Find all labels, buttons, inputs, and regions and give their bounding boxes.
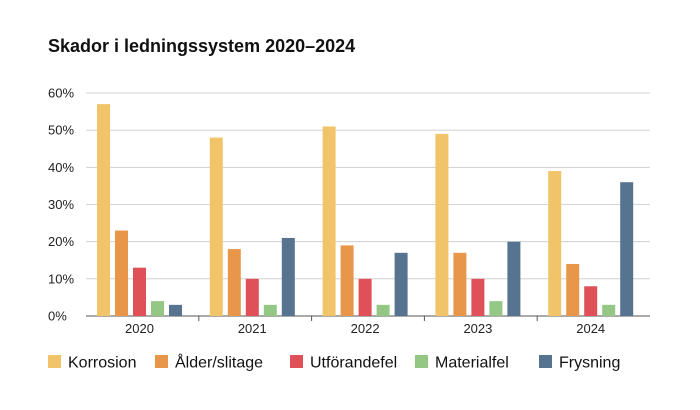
legend-swatch: [48, 355, 61, 368]
y-tick-label: 40%: [48, 160, 74, 175]
bar: [376, 304, 390, 316]
legend-label: Korrosion: [68, 355, 136, 372]
y-tick-label: 50%: [48, 123, 74, 138]
bar: [620, 182, 634, 316]
legend-label: Materialfel: [435, 355, 509, 372]
bar: [602, 304, 616, 316]
bar: [507, 241, 521, 316]
bar: [322, 126, 336, 316]
bar: [340, 245, 354, 316]
x-axis-ticks: 2020 2021 2022 2023 2024: [125, 321, 605, 336]
x-tick-label: 2022: [351, 321, 380, 336]
chart-title: Skador i ledningssystem 2020–2024: [48, 36, 355, 56]
x-tick-label: 2020: [125, 321, 154, 336]
y-tick-label: 60%: [48, 86, 74, 101]
bar: [151, 301, 164, 316]
bar: [471, 278, 485, 316]
y-axis-ticks: 0% 10% 20% 30% 40% 50% 60%: [48, 86, 74, 324]
bar: [227, 249, 241, 316]
y-tick-label: 0%: [48, 309, 67, 324]
bar: [435, 133, 449, 316]
legend-label: Frysning: [559, 355, 620, 372]
bar: [489, 301, 503, 316]
x-tick-label: 2021: [238, 321, 267, 336]
legend-label: Ålder/slitage: [175, 353, 263, 372]
bar: [245, 278, 259, 316]
y-tick-label: 30%: [48, 197, 74, 212]
bar: [548, 171, 562, 316]
bar: [453, 252, 467, 316]
bar: [358, 278, 372, 316]
bar: [209, 137, 223, 316]
legend: Korrosion Ålder/slitage Utförandefel Materi…: [48, 353, 620, 372]
y-tick-label: 20%: [48, 234, 74, 249]
legend-swatch: [155, 355, 168, 368]
bar: [97, 104, 110, 317]
bar: [169, 304, 182, 316]
legend-label: Utförandefel: [310, 355, 397, 372]
x-tick-label: 2024: [576, 321, 605, 336]
bar: [133, 267, 146, 316]
bar: [115, 230, 128, 316]
bar: [584, 286, 598, 316]
bar: [394, 252, 408, 316]
legend-swatch: [539, 355, 552, 368]
bars: [97, 104, 634, 317]
bar: [566, 263, 580, 316]
legend-swatch: [415, 355, 428, 368]
x-tick-label: 2023: [463, 321, 492, 336]
bar: [263, 304, 277, 316]
bar: [281, 237, 295, 316]
legend-swatch: [290, 355, 303, 368]
y-tick-label: 10%: [48, 271, 74, 286]
